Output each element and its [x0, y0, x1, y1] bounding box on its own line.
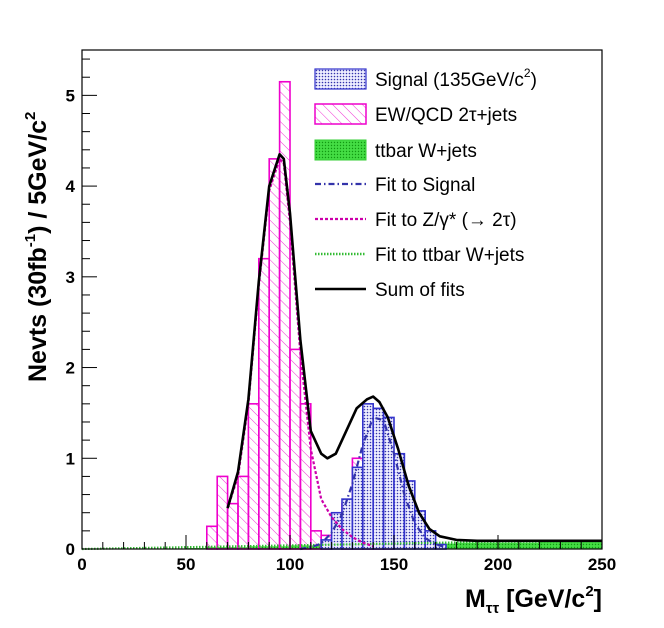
- legend-entry-fit-z: Fit to Z/γ* (→ 2τ): [315, 210, 517, 231]
- legend-label-sum: Sum of fits: [375, 280, 465, 301]
- legend-entry-ewqcd: EW/QCD 2τ+jets: [314, 103, 517, 126]
- x-tick-label-0: 0: [77, 555, 86, 574]
- legend-entry-fit-ttbar: Fit to ttbar W+jets: [315, 245, 524, 266]
- bar-signal-2: [341, 498, 354, 550]
- y-tick-label-2: 2: [66, 359, 75, 378]
- bar-ewqcd-4: [247, 403, 260, 550]
- bar-ewqcd-8: [289, 348, 302, 550]
- x-axis-title: Mττ [GeV/c2]: [465, 583, 602, 617]
- legend-entry-signal: Signal (135GeV/c2): [314, 66, 537, 91]
- axis-ticks: 0 50 100 150 200 250 0 1 2 3 4 5: [66, 58, 616, 574]
- y-tick-label-5: 5: [66, 86, 75, 105]
- y-axis-title: Nevts (30fb-1) / 5GeV/c2: [22, 112, 52, 382]
- legend-label-ttbar: ttbar W+jets: [375, 141, 477, 162]
- bar-signal-6: [382, 416, 395, 550]
- legend-swatch-ttbar: [314, 139, 367, 161]
- legend-label-signal: Signal (135GeV/c2): [375, 66, 537, 91]
- x-tick-label-5: 250: [588, 555, 616, 574]
- legend-entry-sum: Sum of fits: [315, 280, 465, 301]
- bar-ttbar-12: [581, 541, 602, 549]
- x-axis-title-main: M: [465, 585, 486, 613]
- x-tick-label-2: 100: [276, 555, 304, 574]
- bar-ewqcd-6: [268, 158, 281, 550]
- y-axis-title-b: ) / 5GeV/c: [24, 120, 52, 234]
- bar-signal-5: [372, 407, 385, 550]
- legend-entry-fit-signal: Fit to Signal: [315, 175, 475, 196]
- legend: Signal (135GeV/c2) EW/QCD 2τ+jets ttbar …: [314, 66, 537, 301]
- legend-label-fit-ttbar: Fit to ttbar W+jets: [375, 245, 524, 266]
- legend-label-fit-signal: Fit to Signal: [375, 175, 475, 196]
- bar-ewqcd-3: [237, 475, 250, 550]
- bar-signal-4: [361, 403, 374, 550]
- y-tick-label-1: 1: [66, 449, 75, 468]
- x-axis-title-sub: ττ: [486, 600, 500, 617]
- bar-ewqcd-5: [257, 257, 270, 550]
- y-axis-title-a: Nevts (30fb: [24, 247, 52, 382]
- x-tick-label-4: 200: [484, 555, 512, 574]
- y-axis-title-sup2: 2: [22, 112, 39, 120]
- plot-frame: [81, 49, 603, 550]
- legend-label-fit-z: Fit to Z/γ* (→ 2τ): [375, 210, 517, 231]
- y-tick-label-4: 4: [66, 177, 76, 196]
- legend-entry-ttbar: ttbar W+jets: [314, 139, 477, 162]
- legend-swatch-ewqcd: [314, 103, 367, 125]
- x-tick-label-1: 50: [177, 555, 196, 574]
- x-axis-title-sup: 2: [585, 583, 593, 600]
- bar-ewqcd-1: [216, 475, 229, 550]
- fit-line-6: [226, 153, 602, 543]
- y-tick-label-3: 3: [66, 268, 75, 287]
- y-axis-title-sup1: -1: [22, 234, 39, 247]
- bar-ewqcd-0: [206, 525, 219, 550]
- bar-ewqcd-2: [226, 502, 239, 550]
- x-tick-label-3: 150: [380, 555, 408, 574]
- y-tick-label-0: 0: [66, 540, 75, 559]
- legend-swatch-signal: [314, 68, 367, 90]
- legend-label-ewqcd: EW/QCD 2τ+jets: [375, 105, 517, 126]
- bar-ewqcd-7: [278, 80, 291, 550]
- x-axis-title-end: ]: [594, 585, 602, 613]
- bar-signal-3: [351, 466, 364, 550]
- x-axis-title-unit: [GeV/c: [499, 585, 585, 613]
